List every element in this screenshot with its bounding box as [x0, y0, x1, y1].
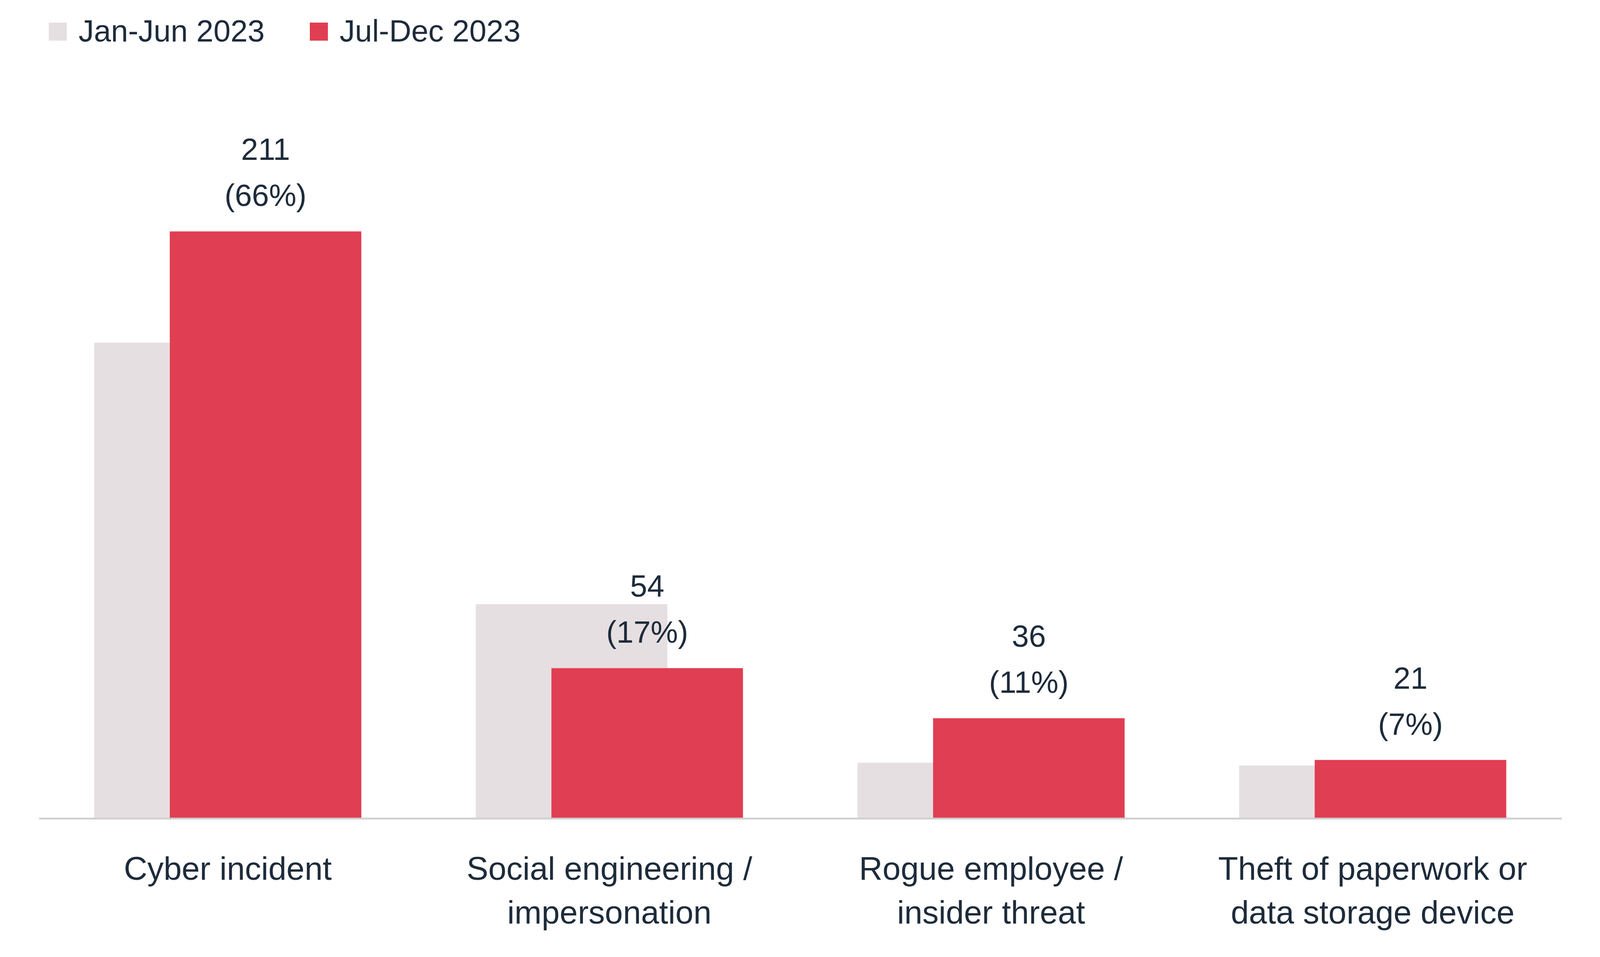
series-bars: [169, 231, 1507, 819]
legend-swatch: [309, 22, 328, 41]
tick-label: Theft of paperwork ordata storage device: [1218, 850, 1528, 931]
legend-label: Jan-Jun 2023: [78, 13, 265, 48]
legend-item: Jul-Dec 2023: [309, 13, 521, 48]
tick-label: Cyber incident: [123, 850, 332, 887]
data-label: 21(7%): [1378, 660, 1444, 742]
data-label: 211(66%): [224, 131, 307, 213]
tick-label: Rogue employee /insider threat: [858, 850, 1123, 931]
data-labels: 211(66%) 54(17%) 36(11%) 21(7%): [224, 131, 1443, 741]
legend-item: Jan-Jun 2023: [48, 13, 265, 48]
chart: Cyber incident Social engineering /impers…: [0, 0, 1600, 957]
legend: Jan-Jun 2023 Jul-Dec 2023: [48, 13, 521, 48]
bar: [169, 231, 362, 819]
legend-swatch: [48, 22, 67, 41]
bar: [932, 718, 1125, 819]
tick: Social engineering /impersonation: [466, 850, 752, 931]
tick: Theft of paperwork ordata storage device: [1218, 850, 1528, 931]
axis-line: [39, 817, 1563, 820]
bars: [94, 231, 1507, 819]
tick: Cyber incident: [123, 850, 332, 887]
bar: [551, 667, 743, 819]
data-label: 36(11%): [988, 618, 1069, 700]
tick-label: Social engineering /impersonation: [466, 850, 752, 931]
data-label: 54(17%): [606, 568, 688, 649]
legend-label: Jul-Dec 2023: [339, 13, 521, 48]
bar: [1314, 760, 1507, 819]
tick: Rogue employee /insider threat: [858, 850, 1123, 931]
x-axis: Cyber incident Social engineering /impers…: [39, 818, 1563, 931]
